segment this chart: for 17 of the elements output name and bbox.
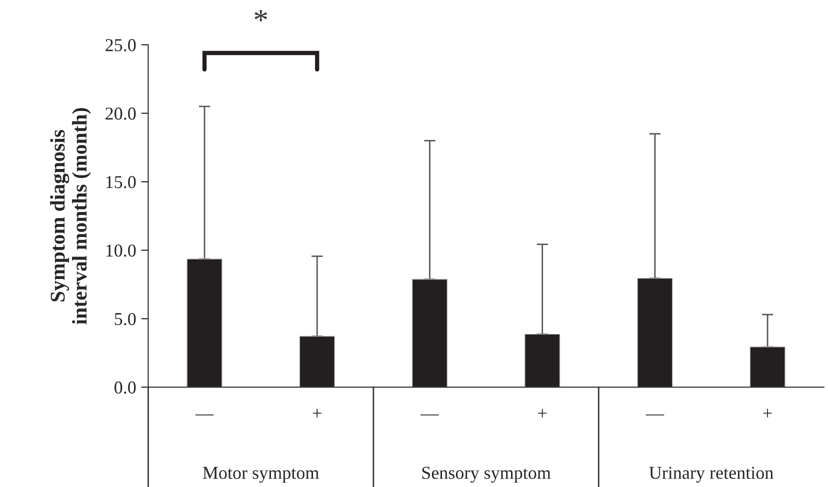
- y-tick-label: 5.0: [114, 312, 136, 326]
- text: Urinary retention: [649, 466, 774, 483]
- y-tick-label: 10.0: [106, 244, 136, 257]
- x-tick-label: +: [312, 408, 322, 418]
- y-tick-label: 0.0: [114, 381, 136, 394]
- y-tick-label: 20.0: [106, 108, 136, 120]
- x-tick-label: —: [646, 414, 664, 416]
- text: Sensory symptom: [422, 466, 551, 483]
- x-tick-label: —: [420, 414, 439, 416]
- text: Motor symptom: [202, 466, 319, 483]
- text: *: [254, 10, 267, 22]
- y-axis-title: Symptom diagnosis interval months (month): [50, 108, 91, 324]
- x-tick-label: +: [763, 408, 772, 418]
- y-tick-label: 15.0: [106, 176, 136, 188]
- x-tick-label: —: [195, 414, 214, 416]
- x-tick-label: +: [538, 408, 547, 418]
- y-tick-label: 25.0: [106, 39, 136, 52]
